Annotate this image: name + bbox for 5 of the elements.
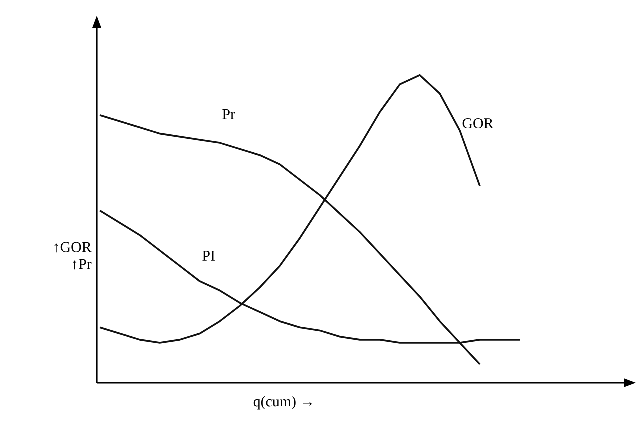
series-label: GOR: [462, 118, 494, 129]
series-label: Pr: [222, 110, 236, 120]
series-label: PI: [202, 251, 215, 261]
y-axis-title: ↑GOR ↑Pr: [54, 242, 92, 270]
x-axis-title: q(cum) →: [254, 396, 312, 410]
